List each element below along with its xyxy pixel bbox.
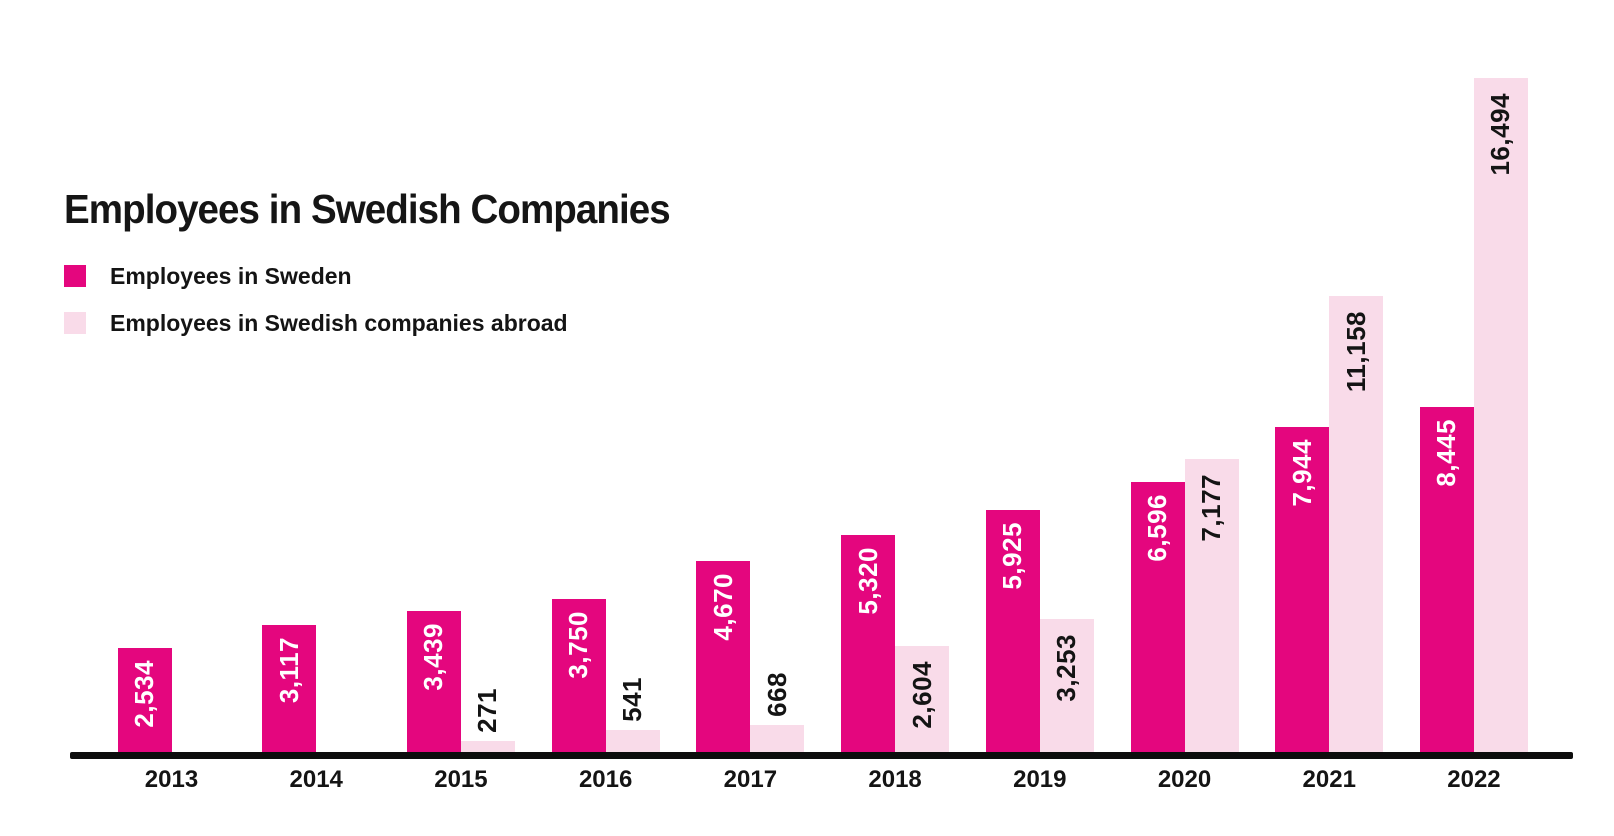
bar-sweden-2013 — [117, 648, 172, 752]
bar-sweden-2016 — [551, 599, 606, 752]
x-axis-label-2013: 2013 — [144, 766, 199, 793]
legend: Employees in Sweden Employees in Swedish… — [64, 262, 568, 358]
x-axis-label-2019: 2019 — [1013, 766, 1067, 793]
chart-title: Employees in Swedish Companies — [64, 186, 671, 232]
bar-abroad-2019 — [1039, 619, 1094, 752]
x-axis-label-2014: 2014 — [289, 766, 343, 793]
legend-label-sweden: Employees in Sweden — [110, 262, 352, 289]
bar-sweden-2020 — [1130, 482, 1185, 752]
legend-swatch-abroad-icon — [64, 312, 86, 334]
bar-sweden-2022 — [1419, 407, 1474, 752]
x-axis-label-2020: 2020 — [1157, 766, 1212, 793]
x-axis-label-2017: 2017 — [723, 766, 778, 793]
x-axis-label-2015: 2015 — [434, 766, 488, 793]
bar-abroad-2015 — [460, 741, 515, 752]
bar-sweden-2021 — [1275, 427, 1330, 752]
bar-abroad-2017 — [750, 725, 805, 752]
bar-value-label-abroad-2016: 541 — [617, 677, 648, 722]
x-axis-label-2016: 2016 — [578, 766, 633, 793]
bar-abroad-2018 — [895, 646, 950, 752]
x-axis-label-2021: 2021 — [1302, 766, 1356, 793]
legend-swatch-sweden-icon — [64, 265, 86, 287]
legend-item-sweden: Employees in Sweden — [64, 262, 568, 289]
bar-sweden-2014 — [262, 625, 317, 752]
bar-sweden-2018 — [841, 535, 896, 752]
x-axis-label-2018: 2018 — [868, 766, 922, 793]
legend-label-abroad: Employees in Swedish companies abroad — [110, 309, 568, 336]
bar-abroad-2021 — [1329, 296, 1384, 752]
bar-abroad-2020 — [1184, 459, 1239, 752]
bar-sweden-2017 — [696, 561, 751, 752]
bar-abroad-2016 — [605, 730, 660, 752]
bar-value-label-abroad-2017: 668 — [761, 672, 792, 717]
bar-sweden-2019 — [985, 510, 1040, 752]
legend-item-abroad: Employees in Swedish companies abroad — [64, 309, 568, 336]
x-axis-line — [70, 752, 1573, 759]
bar-value-label-abroad-2015: 271 — [472, 688, 503, 733]
bar-sweden-2015 — [406, 611, 461, 752]
x-axis-label-2022: 2022 — [1447, 766, 1501, 793]
bar-abroad-2022 — [1473, 78, 1528, 752]
